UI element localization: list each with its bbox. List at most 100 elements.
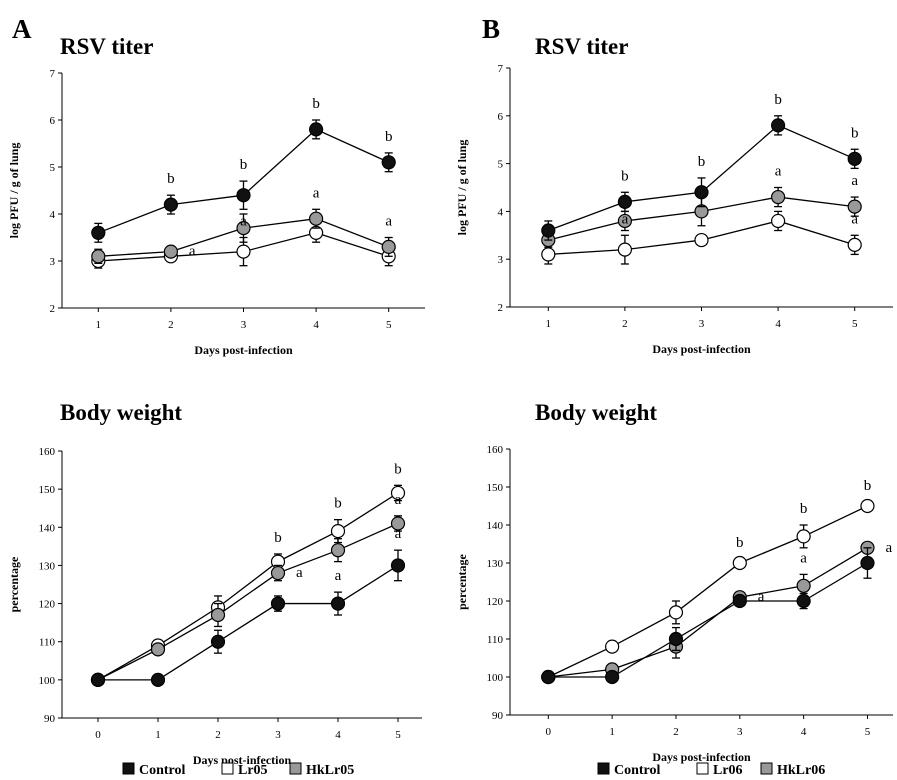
legend-swatch-hklr06 <box>760 762 773 775</box>
x-tick-label: 4 <box>801 726 807 738</box>
significance-label: b <box>385 129 393 145</box>
y-tick-label: 140 <box>487 520 504 532</box>
data-point <box>390 516 406 531</box>
significance-label: a <box>885 540 892 556</box>
significance-label: b <box>240 157 248 173</box>
series-control <box>90 549 406 687</box>
data-point <box>91 225 106 240</box>
data-point <box>796 593 811 609</box>
x-axis-label: Days post-infection <box>194 343 293 357</box>
panel-label-b: B <box>482 14 500 44</box>
x-axis-label: Days post-infection <box>652 750 751 764</box>
significance-label: a <box>851 211 858 227</box>
significance-label: a <box>395 526 402 542</box>
data-point <box>270 596 286 611</box>
data-point <box>860 555 875 571</box>
x-tick-label: 5 <box>852 318 858 330</box>
series-hklr <box>541 540 875 685</box>
x-tick-label: 5 <box>386 319 392 331</box>
chart-title-b-weight: Body weight <box>535 400 657 425</box>
y-tick-label: 5 <box>498 159 504 171</box>
data-point <box>309 211 324 226</box>
chart-title-a-weight: Body weight <box>60 400 182 425</box>
y-tick-label: 110 <box>39 637 56 649</box>
legend-swatch-lr06 <box>696 762 709 775</box>
y-axis-label: log PFU / g of lung <box>7 143 21 239</box>
data-point <box>541 669 556 685</box>
y-tick-label: 4 <box>498 206 504 218</box>
y-tick-label: 5 <box>50 162 56 174</box>
x-tick-label: 5 <box>395 729 401 741</box>
legend-a: Control Lr05 HkLr05 <box>122 762 354 778</box>
data-point <box>210 607 226 623</box>
series-line <box>98 564 399 681</box>
data-point <box>732 593 747 609</box>
x-tick-label: 4 <box>313 319 319 331</box>
significance-label: b <box>774 92 782 108</box>
chart-b-body-weight: 90 100 110 120 130 140 150 160 0 1 2 3 4 5 Days post-i… <box>455 444 893 764</box>
data-point <box>617 213 633 229</box>
x-tick-label: 0 <box>95 729 101 741</box>
chart-title-b-titer: RSV titer <box>535 34 628 59</box>
data-point <box>796 529 811 544</box>
y-tick-label: 6 <box>50 115 56 127</box>
data-point <box>90 672 106 687</box>
data-point <box>668 631 684 647</box>
data-point <box>390 485 406 501</box>
significance-label: a <box>775 164 782 180</box>
y-tick-label: 150 <box>487 482 504 494</box>
data-point <box>381 155 396 170</box>
y-axis-label: percentage <box>455 553 469 609</box>
series-control <box>541 115 862 241</box>
series-lr <box>541 498 875 685</box>
x-tick-label: 3 <box>275 729 281 741</box>
legend-label-lr05: Lr05 <box>238 763 268 778</box>
data-point <box>668 605 684 620</box>
legend-label-lr06: Lr06 <box>713 763 743 778</box>
series-lr <box>541 210 862 265</box>
data-point <box>770 213 786 229</box>
data-point <box>381 239 396 254</box>
legend-swatch-control <box>597 762 610 775</box>
y-tick-label: 7 <box>50 68 56 80</box>
series-control <box>91 119 396 243</box>
significance-label: b <box>800 501 808 517</box>
significance-label: b <box>334 496 342 512</box>
x-tick-label: 1 <box>609 726 615 738</box>
significance-label: a <box>758 589 765 605</box>
y-tick-label: 2 <box>50 303 56 315</box>
chart-a-rsv-titer: 2 3 4 5 6 7 1 2 3 4 5 Days post-infection log PFU / … <box>7 68 425 357</box>
y-tick-label: 100 <box>487 672 504 684</box>
data-point <box>770 189 786 205</box>
data-point <box>694 185 709 200</box>
significance-label: b <box>736 535 744 551</box>
data-point <box>694 232 709 248</box>
series-line <box>97 492 399 681</box>
x-tick-label: 2 <box>622 318 628 330</box>
legend-label-control: Control <box>139 763 186 778</box>
data-point <box>847 199 862 214</box>
x-tick-label: 0 <box>546 726 552 738</box>
series-line <box>548 562 868 678</box>
y-tick-label: 140 <box>39 522 56 534</box>
data-point <box>330 543 346 558</box>
legend-swatch-lr05 <box>221 762 234 775</box>
series-lr <box>90 484 406 687</box>
significance-label: b <box>621 168 629 184</box>
legend-label-control: Control <box>614 763 661 778</box>
x-tick-label: 3 <box>699 318 705 330</box>
y-tick-label: 110 <box>487 634 504 646</box>
x-tick-label: 5 <box>865 726 871 738</box>
significance-label: a <box>851 173 858 189</box>
x-tick-label: 2 <box>215 729 221 741</box>
significance-label: b <box>274 530 282 546</box>
data-point <box>270 565 286 581</box>
data-point <box>541 223 556 238</box>
y-tick-label: 160 <box>487 444 504 456</box>
chart-b-rsv-titer: 2 3 4 5 6 7 1 2 3 4 5 Days post-infection log PFU / … <box>455 63 893 356</box>
data-point <box>309 122 324 137</box>
y-tick-label: 120 <box>487 596 504 608</box>
x-tick-label: 1 <box>96 319 102 331</box>
y-tick-label: 160 <box>39 446 56 458</box>
